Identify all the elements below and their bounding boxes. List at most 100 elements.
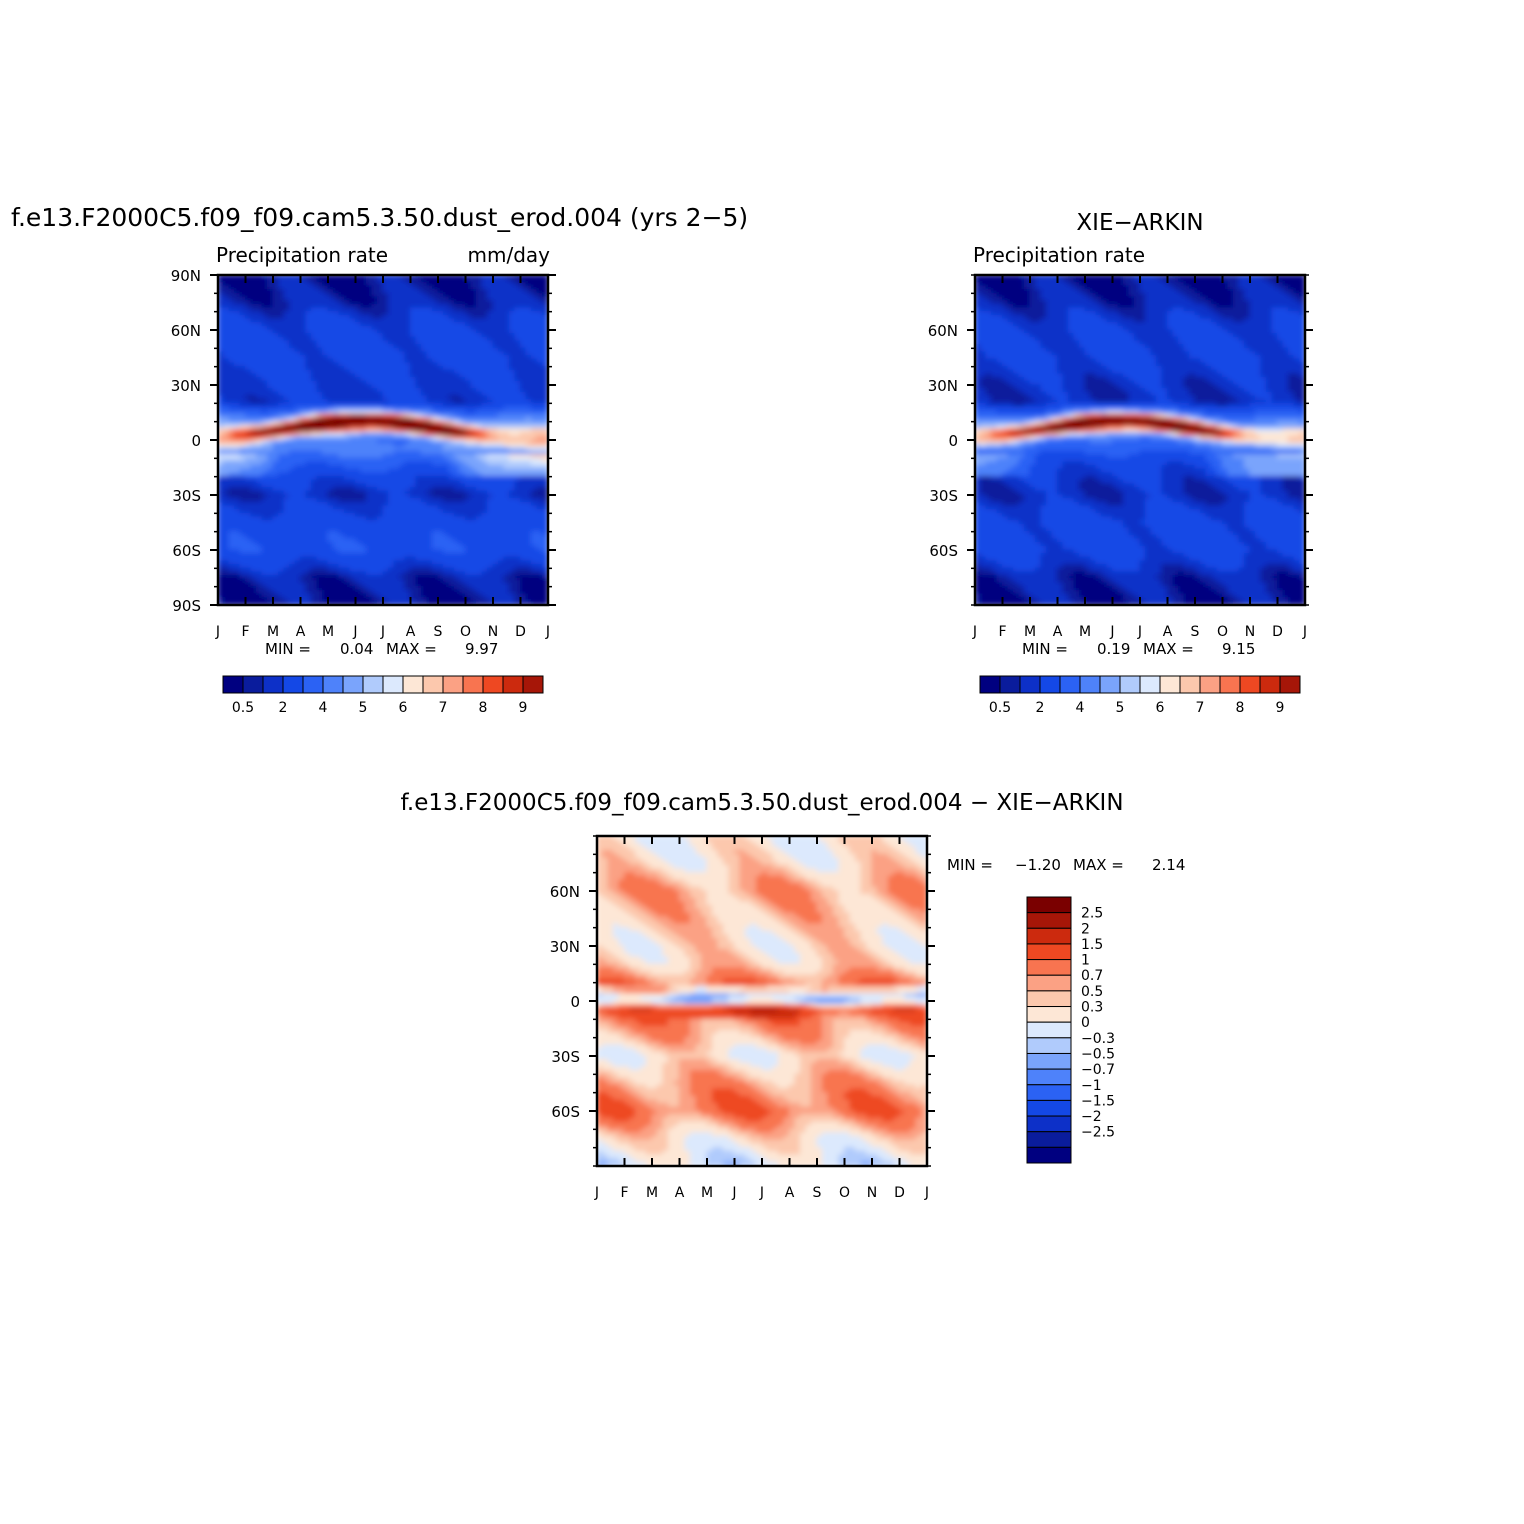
heatmap-cell xyxy=(294,314,302,320)
heatmap-cell xyxy=(310,410,318,415)
heatmap-cell xyxy=(371,344,379,349)
heatmap-cell xyxy=(228,362,236,368)
heatmap-cell xyxy=(503,542,511,547)
heatmap-cell xyxy=(316,446,324,452)
heatmap-cell xyxy=(525,520,533,525)
heatmap-cell xyxy=(541,534,548,540)
heatmap-cell xyxy=(288,468,296,474)
heatmap-cell xyxy=(228,311,236,316)
heatmap-cell xyxy=(437,336,445,342)
heatmap-cell xyxy=(338,494,346,500)
heatmap-cell xyxy=(365,523,373,529)
heatmap-cell xyxy=(470,355,478,360)
heatmap-cell xyxy=(536,494,544,500)
heatmap-cell xyxy=(349,450,357,456)
heatmap-cell xyxy=(277,417,285,423)
heatmap-cell xyxy=(228,501,236,507)
heatmap-cell xyxy=(486,538,494,544)
heatmap-cell xyxy=(233,476,241,481)
heatmap-cell xyxy=(272,380,280,386)
heatmap-cell xyxy=(327,468,335,474)
heatmap-cell xyxy=(442,571,450,577)
heatmap-cell xyxy=(338,571,346,577)
heatmap-cell xyxy=(431,512,439,518)
heatmap-cell xyxy=(448,417,456,423)
heatmap-cell xyxy=(218,564,225,569)
heatmap-cell xyxy=(503,303,511,309)
heatmap-cell xyxy=(360,479,368,485)
heatmap-cell xyxy=(288,307,296,313)
heatmap-cell xyxy=(508,322,516,327)
heatmap-cell xyxy=(360,520,368,525)
heatmap-cell xyxy=(382,384,390,390)
heatmap-cell xyxy=(266,318,274,324)
heatmap-cell xyxy=(321,520,329,525)
heatmap-cell xyxy=(497,366,505,371)
heatmap-cell xyxy=(415,531,423,536)
heatmap-cell xyxy=(503,311,511,316)
heatmap-cell xyxy=(459,325,467,331)
heatmap-cell xyxy=(437,333,445,338)
heatmap-cell xyxy=(387,498,395,503)
heatmap-cell xyxy=(222,358,230,364)
heatmap-cell xyxy=(382,446,390,452)
heatmap-cell xyxy=(486,281,494,287)
heatmap-cell xyxy=(321,307,329,313)
heatmap-cell xyxy=(519,443,527,448)
heatmap-cell xyxy=(294,501,302,507)
heatmap-cell xyxy=(310,516,318,522)
heatmap-cell xyxy=(233,487,241,492)
heatmap-cell xyxy=(519,366,527,371)
heatmap-cell xyxy=(519,406,527,412)
heatmap-cell xyxy=(255,384,263,390)
heatmap-cell xyxy=(272,516,280,522)
heatmap-cell xyxy=(464,351,472,357)
heatmap-cell xyxy=(228,487,236,492)
heatmap-cell xyxy=(519,446,527,452)
heatmap-cell xyxy=(218,443,225,448)
heatmap-cell xyxy=(415,380,423,386)
heatmap-cell xyxy=(218,432,225,437)
heatmap-cell xyxy=(382,534,390,540)
heatmap-cell xyxy=(222,391,230,397)
heatmap-cell xyxy=(349,278,357,283)
heatmap-cell xyxy=(332,417,340,423)
heatmap-cell xyxy=(299,556,307,562)
heatmap-cell xyxy=(218,549,225,555)
heatmap-cell xyxy=(332,457,340,463)
heatmap-cell xyxy=(503,516,511,522)
heatmap-cell xyxy=(426,406,434,412)
heatmap-cell xyxy=(404,509,412,514)
heatmap-cell xyxy=(426,509,434,514)
heatmap-cell xyxy=(382,355,390,360)
heatmap-cell xyxy=(332,534,340,540)
heatmap-cell xyxy=(218,545,225,551)
heatmap-cell xyxy=(470,472,478,478)
heatmap-cell xyxy=(536,300,544,305)
heatmap-cell xyxy=(525,410,533,415)
heatmap-cell xyxy=(371,498,379,503)
heatmap-cell xyxy=(376,538,384,544)
heatmap-cell xyxy=(503,534,511,540)
heatmap-cell xyxy=(266,556,274,562)
heatmap-cell xyxy=(415,366,423,371)
heatmap-cell xyxy=(261,285,269,291)
heatmap-cell xyxy=(321,333,329,338)
heatmap-cell xyxy=(288,336,296,342)
heatmap-cell xyxy=(371,567,379,573)
heatmap-cell xyxy=(382,545,390,551)
heatmap-cell xyxy=(255,410,263,415)
heatmap-cell xyxy=(244,424,252,430)
heatmap-cell xyxy=(360,303,368,309)
heatmap-cell xyxy=(266,578,274,584)
heatmap-cell xyxy=(508,314,516,320)
heatmap-cell xyxy=(508,483,516,489)
heatmap-cell xyxy=(233,384,241,390)
heatmap-cell xyxy=(492,476,500,481)
heatmap-cell xyxy=(343,476,351,481)
heatmap-cell xyxy=(536,545,544,551)
heatmap-cell xyxy=(497,560,505,566)
heatmap-cell xyxy=(475,545,483,551)
heatmap-cell xyxy=(310,520,318,525)
heatmap-cell xyxy=(525,472,533,478)
